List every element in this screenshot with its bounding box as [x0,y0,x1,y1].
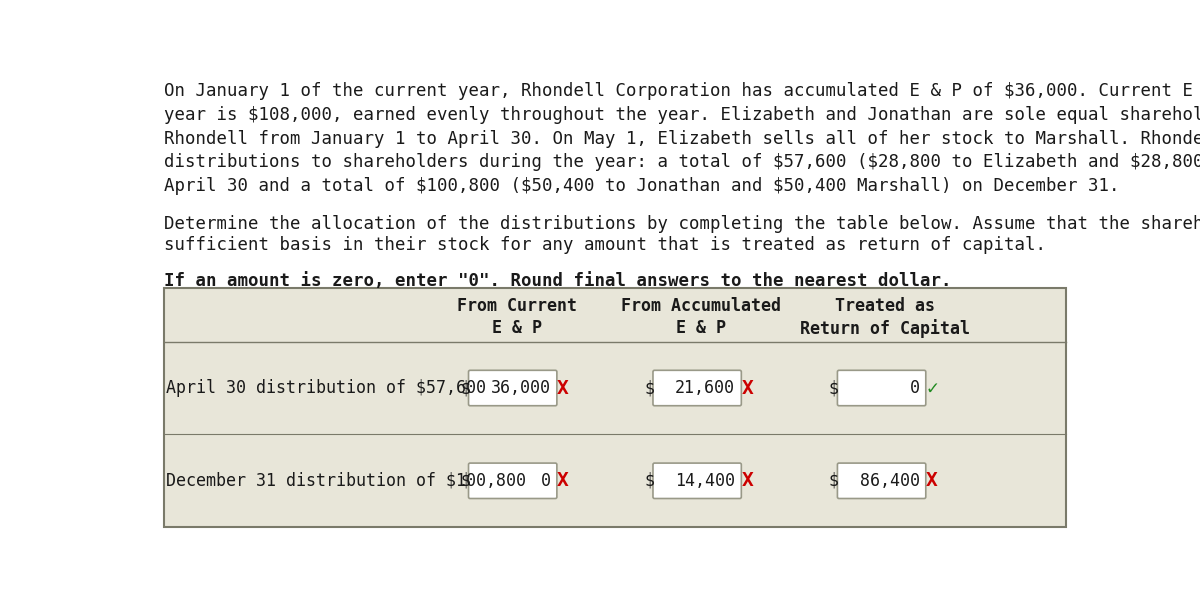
Text: ✓: ✓ [926,379,938,397]
Text: X: X [557,379,569,397]
Text: $: $ [644,379,654,397]
Text: $: $ [644,472,654,490]
FancyBboxPatch shape [653,463,742,498]
Text: Return of Capital: Return of Capital [800,319,971,338]
Text: E & P: E & P [492,319,541,337]
Text: 86,400: 86,400 [859,472,919,490]
Text: 0: 0 [541,472,551,490]
Text: $: $ [460,472,470,490]
Text: $: $ [829,379,839,397]
Text: distributions to shareholders during the year: a total of $57,600 ($28,800 to El: distributions to shareholders during the… [164,153,1200,171]
Text: From Accumulated: From Accumulated [622,297,781,315]
Text: April 30 and a total of $100,800 ($50,400 to Jonathan and $50,400 Marshall) on D: April 30 and a total of $100,800 ($50,40… [164,177,1120,195]
FancyBboxPatch shape [838,370,925,406]
Text: December 31 distribution of $100,800: December 31 distribution of $100,800 [166,472,526,490]
Text: year is $108,000, earned evenly throughout the year. Elizabeth and Jonathan are : year is $108,000, earned evenly througho… [164,106,1200,124]
Text: 21,600: 21,600 [676,379,736,397]
Text: On January 1 of the current year, Rhondell Corporation has accumulated E & P of : On January 1 of the current year, Rhonde… [164,82,1200,100]
Text: 0: 0 [910,379,919,397]
FancyBboxPatch shape [653,370,742,406]
Text: Treated as: Treated as [835,297,936,315]
FancyBboxPatch shape [468,370,557,406]
Text: X: X [926,471,938,490]
Text: sufficient basis in their stock for any amount that is treated as return of capi: sufficient basis in their stock for any … [164,236,1046,254]
Text: Rhondell from January 1 to April 30. On May 1, Elizabeth sells all of her stock : Rhondell from January 1 to April 30. On … [164,130,1200,148]
FancyBboxPatch shape [838,463,925,498]
Text: $: $ [460,379,470,397]
Text: $: $ [829,472,839,490]
Text: From Current: From Current [456,297,576,315]
Text: April 30 distribution of $57,600: April 30 distribution of $57,600 [166,379,486,397]
FancyBboxPatch shape [164,288,1066,527]
Text: If an amount is zero, enter "0". Round final answers to the nearest dollar.: If an amount is zero, enter "0". Round f… [164,272,952,290]
Text: X: X [557,471,569,490]
Text: X: X [742,379,754,397]
Text: Determine the allocation of the distributions by completing the table below. Ass: Determine the allocation of the distribu… [164,215,1200,233]
Text: 36,000: 36,000 [491,379,551,397]
FancyBboxPatch shape [468,463,557,498]
Text: 14,400: 14,400 [676,472,736,490]
Text: X: X [742,471,754,490]
Text: E & P: E & P [676,319,726,337]
